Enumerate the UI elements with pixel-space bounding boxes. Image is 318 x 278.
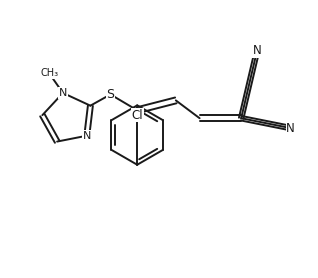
Text: N: N <box>252 44 261 57</box>
Text: N: N <box>83 131 91 141</box>
Text: CH₃: CH₃ <box>40 68 59 78</box>
Text: Cl: Cl <box>131 109 143 122</box>
Text: N: N <box>286 121 295 135</box>
Text: N: N <box>59 88 67 98</box>
Text: S: S <box>107 88 114 101</box>
